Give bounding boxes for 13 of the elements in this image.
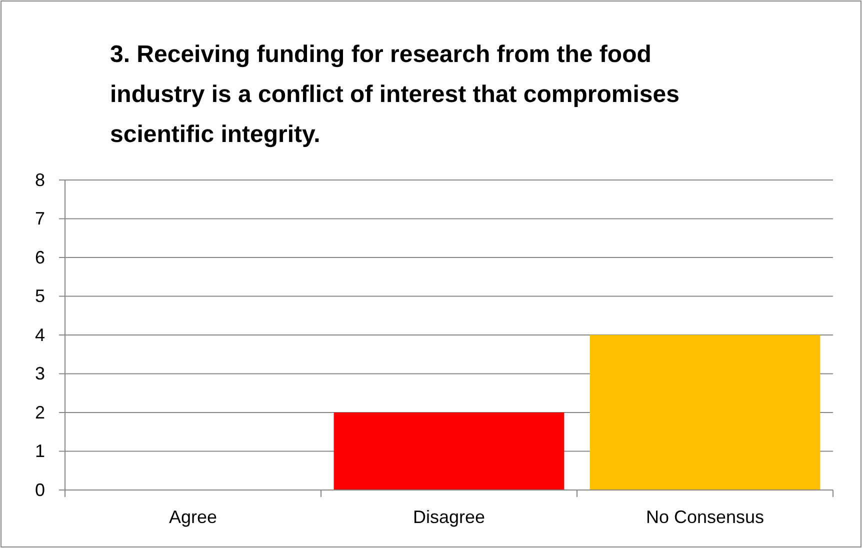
y-tick-label: 0 <box>34 480 45 500</box>
x-tick-label: Disagree <box>412 506 486 527</box>
y-tick-label: 4 <box>34 324 45 345</box>
x-tick-label: No Consensus <box>646 506 764 527</box>
y-tick-label: 1 <box>34 441 45 462</box>
y-tick-label: 5 <box>34 286 45 306</box>
y-tick-label: 7 <box>34 208 45 229</box>
x-tick-label: Agree <box>168 506 218 527</box>
chart-title: 3. Receiving funding for research from the food industry is a conflict of interest that compromises scientific integrity. <box>110 41 680 148</box>
y-tick-label: 8 <box>34 170 45 190</box>
y-tick-label: 6 <box>34 247 45 268</box>
y-tick-label: 3 <box>34 364 45 384</box>
y-tick-label: 2 <box>34 402 45 422</box>
